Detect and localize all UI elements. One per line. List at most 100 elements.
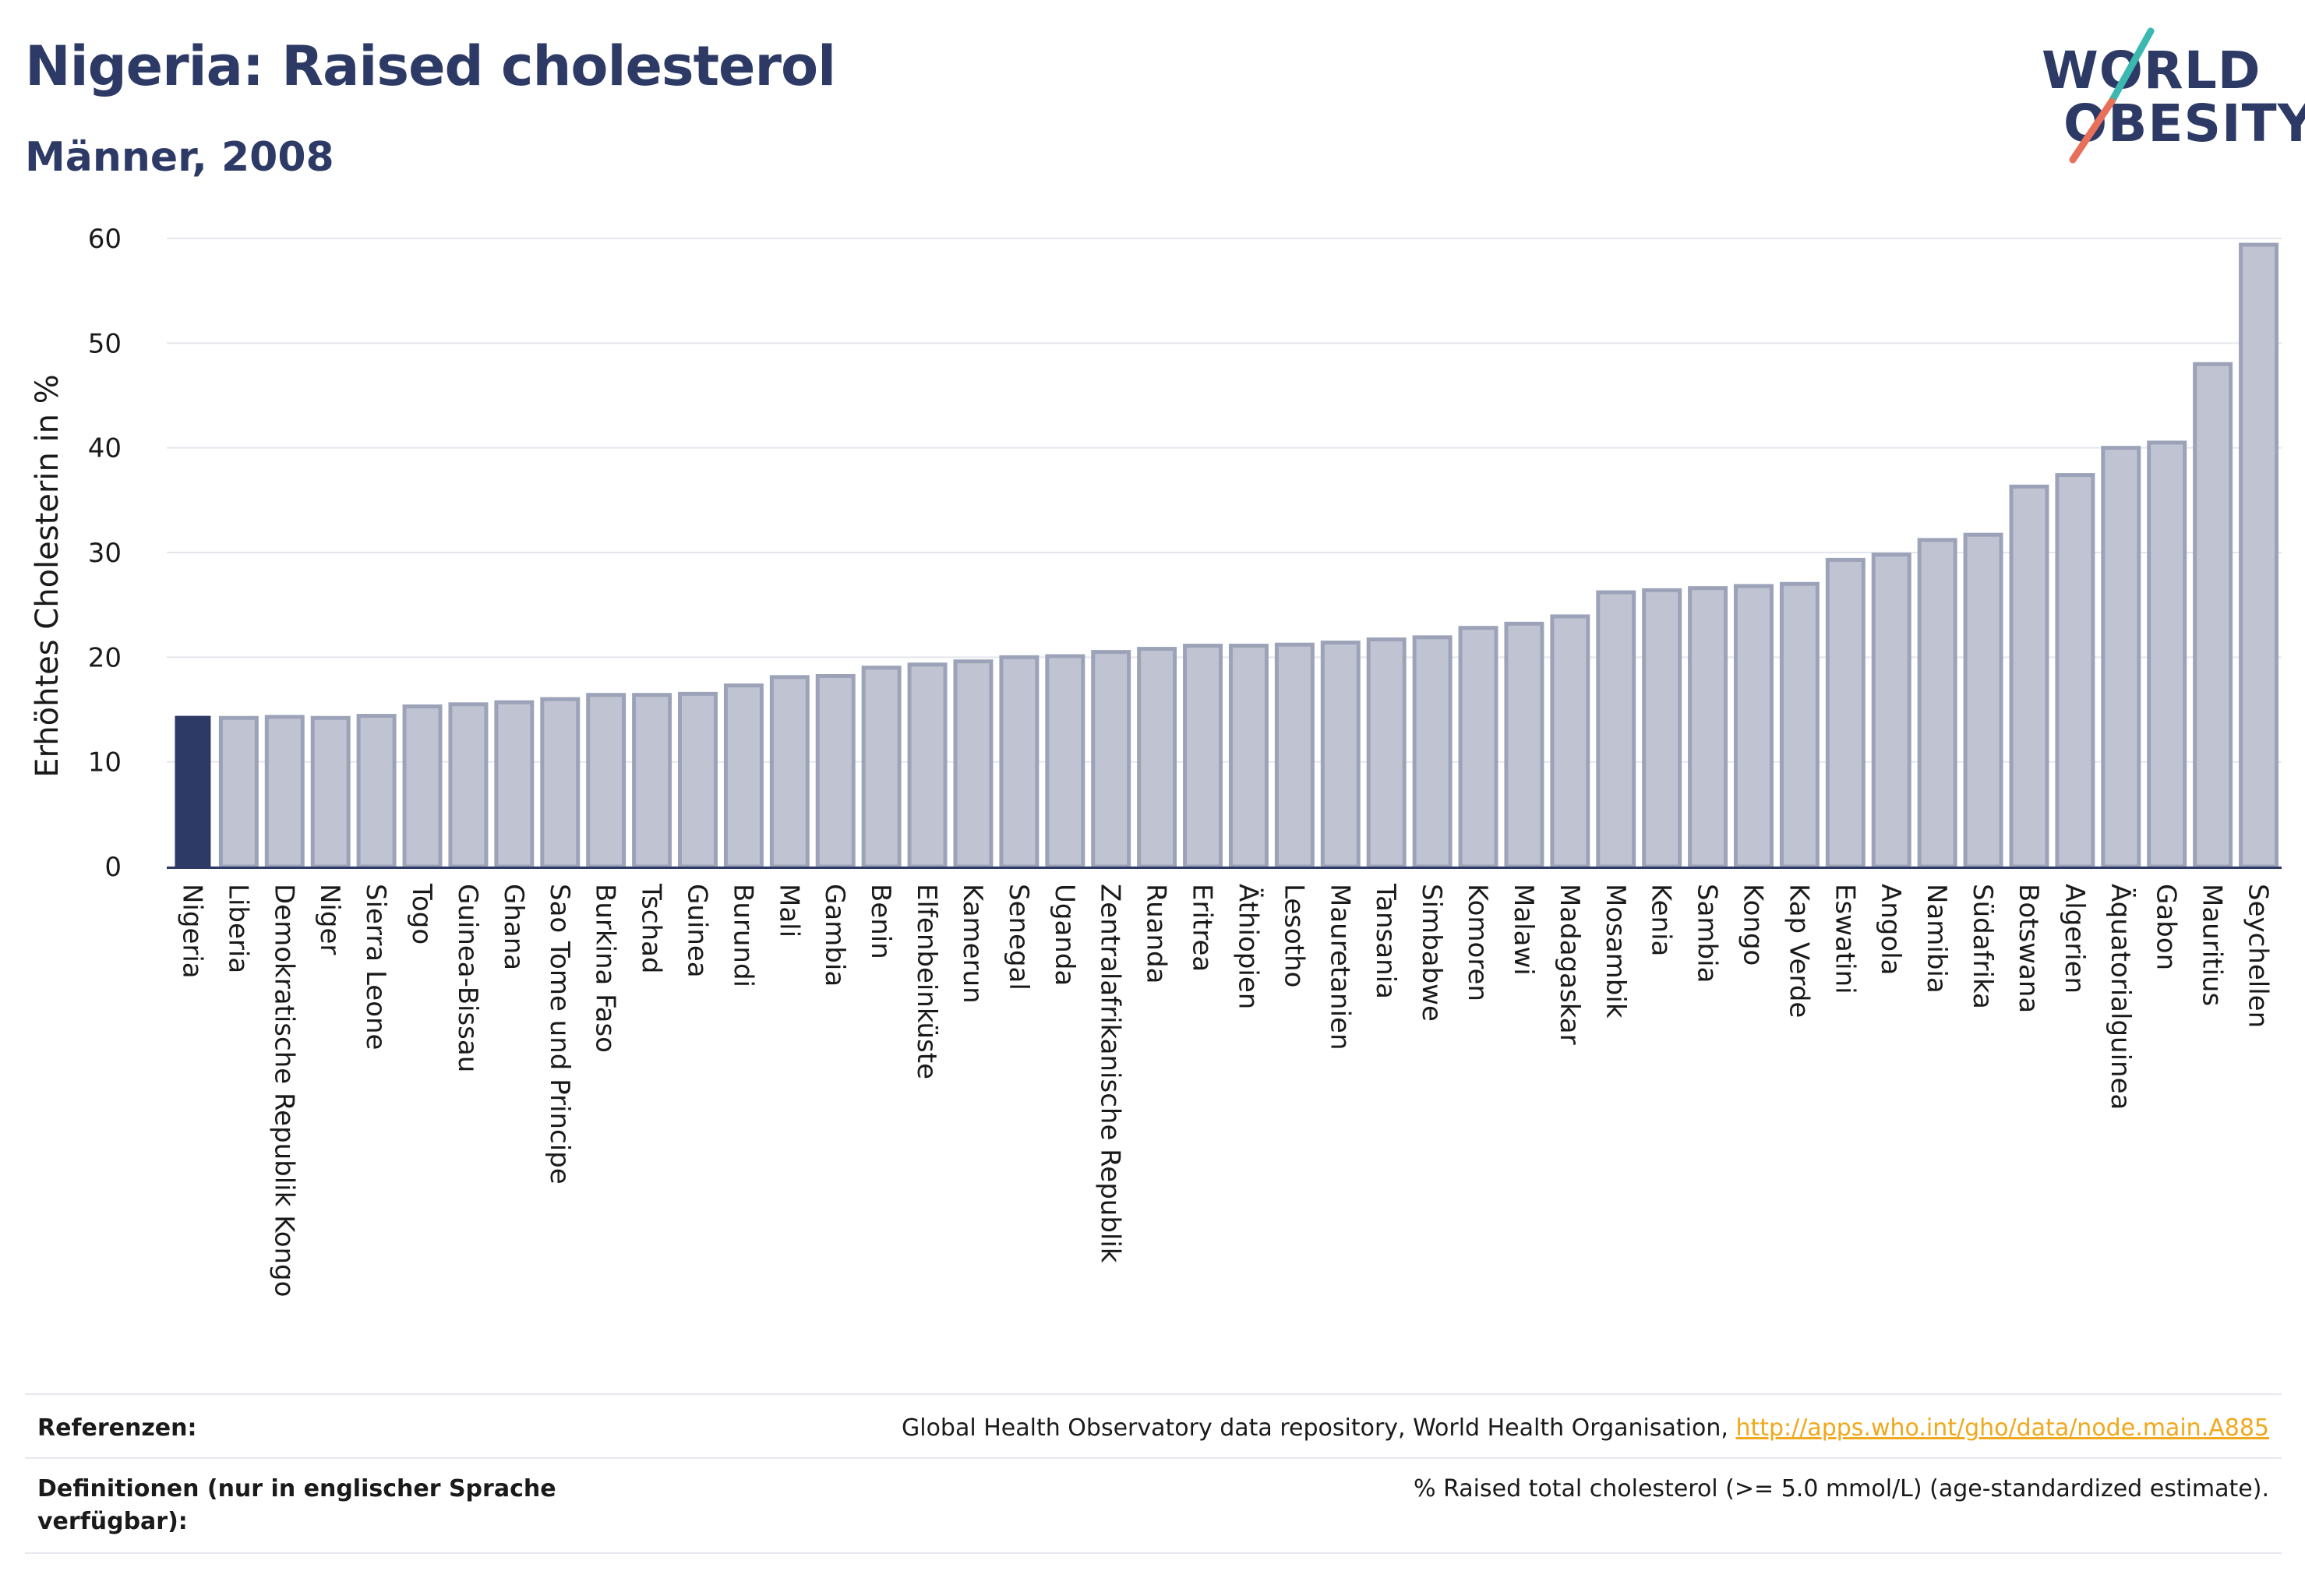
x-tick-label: Burkina Faso <box>590 884 621 1053</box>
y-tick-label: 0 <box>104 852 122 883</box>
x-tick-label: Algerien <box>2059 884 2090 994</box>
chart-title: Nigeria: Raised cholesterol <box>25 34 836 98</box>
bar <box>402 704 443 869</box>
x-tick-label: Sierra Leone <box>360 884 391 1050</box>
definitions-row: Definitionen (nur in englischer Sprache … <box>25 1457 2282 1554</box>
x-tick-label: Kamerun <box>957 884 988 1004</box>
x-tick-label: Lesotho <box>1278 884 1309 987</box>
y-axis-ticks: 0 10 20 30 40 50 60 <box>88 224 122 883</box>
bar <box>907 662 948 869</box>
x-tick-label: Sao Tome und Principe <box>544 884 575 1185</box>
x-tick-label: Mauretanien <box>1324 884 1355 1050</box>
bar <box>310 715 351 869</box>
bar <box>1458 626 1498 869</box>
bar <box>1320 641 1361 869</box>
x-tick-label: Sambia <box>1692 884 1723 983</box>
bar <box>2101 446 2141 869</box>
bar <box>999 655 1040 869</box>
bar-chart: 0 10 20 30 40 50 60 Nigeria Liberia Demokratisch… <box>30 224 2282 1297</box>
y-tick-label: 60 <box>88 224 122 255</box>
bar <box>1734 584 1774 869</box>
bar <box>2239 242 2279 869</box>
bar <box>1642 588 1682 869</box>
definitions-label: Definitionen (nur in englischer Sprache … <box>37 1473 556 1538</box>
y-tick-label: 50 <box>88 328 122 359</box>
bar <box>1779 581 1820 869</box>
references-row: Referenzen: Global Health Observatory da… <box>25 1393 2282 1457</box>
bar <box>1688 586 1728 869</box>
x-tick-label: Gambia <box>819 884 850 987</box>
x-tick-label: Zentralafrikanische Republik <box>1095 884 1126 1263</box>
bar <box>1183 644 1223 869</box>
x-tick-label: Malawi <box>1508 884 1539 976</box>
x-tick-label: Namibia <box>1921 884 1952 994</box>
y-tick-label: 10 <box>88 747 122 779</box>
x-tick-label: Liberia <box>222 884 253 973</box>
logo-line-2: OBESITY <box>2063 94 2305 154</box>
x-tick-label: Komoren <box>1462 884 1493 1001</box>
x-tick-label: Mosambik <box>1600 884 1631 1019</box>
x-tick-label: Angola <box>1875 884 1906 975</box>
x-tick-label: Niger <box>314 884 345 955</box>
bar <box>1366 637 1407 869</box>
bar <box>2009 484 2049 869</box>
x-tick-label: Simbabwe <box>1416 884 1447 1022</box>
x-tick-label: Senegal <box>1003 884 1034 990</box>
y-tick-label: 30 <box>88 538 122 569</box>
x-tick-label: Demokratische Republik Kongo <box>268 884 299 1297</box>
definitions-label-line-2: verfügbar): <box>37 1508 188 1535</box>
definitions-value: % Raised total cholesterol (>= 5.0 mmol/… <box>1414 1475 2269 1502</box>
x-tick-label: Eswatini <box>1829 884 1860 994</box>
x-tick-label: Tansania <box>1370 883 1401 999</box>
bar <box>448 702 489 869</box>
x-tick-label: Seychellen <box>2243 884 2274 1028</box>
x-tick-label: Kap Verde <box>1783 884 1814 1018</box>
x-tick-label: Nigeria <box>176 884 207 979</box>
x-tick-label: Botswana <box>2013 884 2044 1013</box>
bar <box>1825 557 1866 869</box>
y-tick-label: 20 <box>88 642 122 673</box>
x-axis-ticks: Nigeria Liberia Demokratische Republik Kon… <box>176 883 2273 1297</box>
bar <box>953 659 994 869</box>
chart-subtitle: Männer, 2008 <box>25 134 334 181</box>
bar <box>1917 538 1957 869</box>
logo-slash-icon <box>2069 27 2155 164</box>
bar <box>1871 553 1911 869</box>
bar <box>2147 440 2187 869</box>
x-tick-label: Gabon <box>2151 884 2182 970</box>
x-tick-label: Elfenbeinküste <box>911 884 942 1079</box>
bar <box>723 683 764 869</box>
logo-line-1: WORLD <box>2042 41 2261 101</box>
x-tick-label: Ruanda <box>1141 884 1172 983</box>
x-tick-label: Südafrika <box>1967 884 1998 1009</box>
bar <box>540 697 581 869</box>
x-tick-label: Madagaskar <box>1554 884 1585 1045</box>
bar <box>1963 532 2003 869</box>
bar <box>1412 635 1453 869</box>
x-tick-label: Tschad <box>636 883 667 974</box>
x-tick-label: Togo <box>406 883 437 945</box>
bar <box>1091 650 1131 869</box>
bar <box>356 714 397 869</box>
x-tick-label: Äquatorialguinea <box>2105 884 2136 1110</box>
references-value: Global Health Observatory data repositor… <box>902 1412 2269 1445</box>
world-obesity-logo: WORLD OBESITY <box>2026 23 2305 164</box>
x-tick-label: Benin <box>865 884 896 959</box>
x-tick-label: Burundi <box>727 884 758 987</box>
bar <box>1137 647 1177 869</box>
bar <box>1045 654 1085 869</box>
bar <box>2193 362 2233 869</box>
x-tick-label: Uganda <box>1049 884 1080 986</box>
x-tick-label: Guinea <box>682 884 713 978</box>
bar <box>861 666 902 869</box>
references-text: Global Health Observatory data repositor… <box>902 1414 1728 1442</box>
y-tick-label: 40 <box>88 433 122 464</box>
bar <box>815 674 856 869</box>
x-tick-label: Mauritius <box>2197 884 2228 1006</box>
references-link[interactable]: http://apps.who.int/gho/data/node.main.A… <box>1735 1414 2269 1442</box>
bar <box>1274 642 1315 869</box>
bar <box>218 715 259 869</box>
bar <box>1596 590 1636 869</box>
bar <box>1550 614 1590 869</box>
bar <box>2055 473 2095 869</box>
